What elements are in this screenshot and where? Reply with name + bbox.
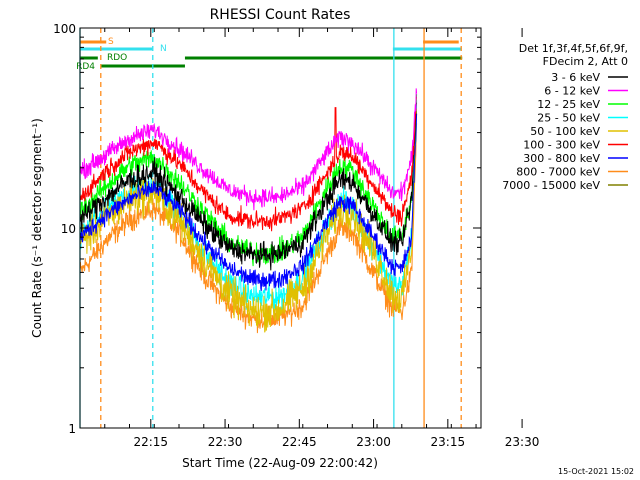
flag-label-n: N xyxy=(160,44,167,54)
flag-bars: S N RDO RD4 xyxy=(76,37,463,72)
y-tick-label-10: 10 xyxy=(61,222,76,236)
x-tick-label-2245: 22:45 xyxy=(282,435,317,449)
flag-label-rdo: RDO xyxy=(107,53,127,63)
legend-label-6-12-kev: 6 - 12 keV xyxy=(544,85,600,98)
series-line-300-800-kev xyxy=(79,113,418,292)
series-line-100-300-kev xyxy=(79,96,418,232)
series-line-3-6-kev xyxy=(79,102,418,271)
legend-label-3-6-kev: 3 - 6 keV xyxy=(551,71,600,84)
y-tick-label-1: 1 xyxy=(68,422,76,436)
flag-label-s: S xyxy=(108,37,114,47)
x-tick-label-2330: 23:30 xyxy=(505,435,540,449)
series-line-6-12-kev xyxy=(79,88,418,211)
y-axis-ticks: 1 10 100 xyxy=(53,22,481,436)
legend-label-800-7000-kev: 800 - 7000 keV xyxy=(516,166,600,179)
legend-label-50-100-kev: 50 - 100 keV xyxy=(530,125,600,138)
x-tick-label-2215: 22:15 xyxy=(133,435,168,449)
chart-title: RHESSI Count Rates xyxy=(210,7,351,23)
x-tick-label-2315: 23:15 xyxy=(431,435,466,449)
series-lines xyxy=(79,88,418,334)
plot-frame xyxy=(79,27,482,429)
series-line-800-7000-kev xyxy=(79,123,418,334)
series-line-50-100-kev xyxy=(79,108,418,333)
legend-label-12-25-kev: 12 - 25 keV xyxy=(537,98,600,111)
x-tick-label-2230: 22:30 xyxy=(208,435,243,449)
legend-label-300-800-kev: 300 - 800 keV xyxy=(523,152,600,165)
flag-label-rd4: RD4 xyxy=(76,62,95,72)
vertical-markers xyxy=(79,28,462,428)
legend-header-line-1: Det 1f,3f,4f,5f,6f,9f, xyxy=(519,42,628,55)
x-tick-label-2300: 23:00 xyxy=(356,435,391,449)
legend-header-line-2: FDecim 2, Att 0 xyxy=(543,55,628,68)
legend-label-7000-15000-kev: 7000 - 15000 keV xyxy=(502,179,600,192)
x-axis-ticks: 22:15 22:30 22:45 23:00 23:15 23:30 xyxy=(79,28,540,449)
legend-label-25-50-kev: 25 - 50 keV xyxy=(537,112,600,125)
x-axis-label: Start Time (22-Aug-09 22:00:42) xyxy=(182,456,378,470)
legend-label-100-300-kev: 100 - 300 keV xyxy=(523,139,600,152)
y-axis-label: Count Rate (s⁻¹ detector segment⁻¹) xyxy=(30,118,44,338)
footer-date: 15-Oct-2021 15:02 xyxy=(558,467,634,476)
y-tick-label-100: 100 xyxy=(53,22,76,36)
